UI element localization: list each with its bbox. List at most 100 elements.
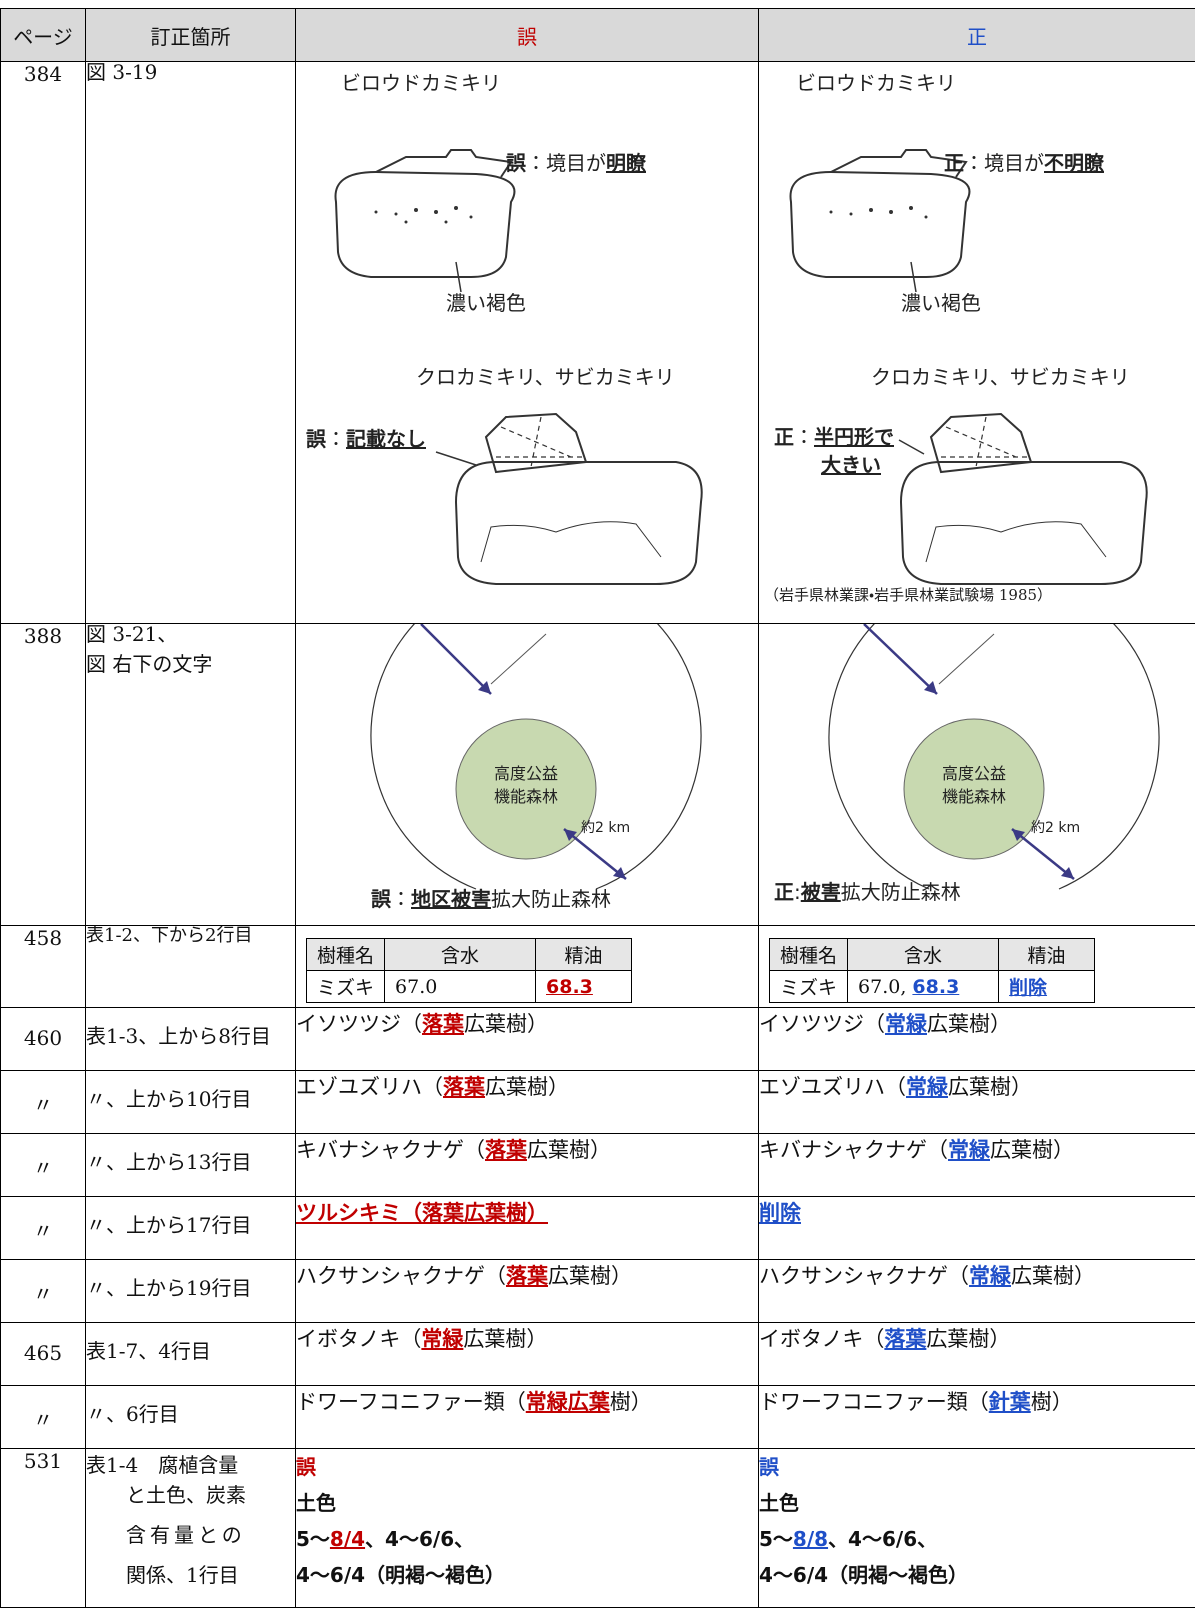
cell: 表1-3、上から8行目 [86, 1008, 296, 1071]
cell: 表1-7、4行目 [86, 1323, 296, 1386]
text: と土色、炭素 [86, 1475, 295, 1515]
text: 388 [1, 624, 86, 926]
cell: エゾユズリハ（落葉広葉樹） [296, 1071, 759, 1134]
text: 濃い褐色 [446, 291, 526, 315]
shape [421, 624, 491, 694]
cell: イボタノキ（落葉広葉樹） [759, 1323, 1195, 1386]
text: 常緑 [969, 1264, 1011, 1288]
text: 関係、1行目 [86, 1555, 295, 1595]
text: 図 右下の文字 [86, 644, 295, 684]
text: ビロウドカミキリ [341, 71, 501, 95]
text: 落葉 [485, 1138, 527, 1162]
cell: 表1-4 腐植含量と土色、炭素含有量との関係、1行目 [86, 1449, 296, 1608]
shape [434, 210, 438, 214]
text: 約2 km [581, 820, 630, 836]
cell: ハクサンシャクナゲ（常緑広葉樹） [759, 1260, 1195, 1323]
cell: ドワーフコニファー類（常緑広葉樹） [296, 1386, 759, 1449]
text: 〃 [1, 1386, 86, 1449]
text: 広葉樹） [527, 1138, 611, 1162]
text: 4〜6/4（明褐〜褐色） [296, 1557, 758, 1593]
text: 精油 [999, 939, 1095, 971]
shape: 高度公益 [494, 764, 558, 783]
text: 被害 [800, 880, 841, 904]
shape: 正:被害拡大防止森林 [774, 880, 961, 904]
text: 正 [774, 425, 794, 449]
cell: 削除 [999, 971, 1095, 1003]
shape [941, 417, 1031, 467]
shape [830, 206, 928, 219]
errata-table: ページ訂正箇所 誤正 384 図 3-19 ビロウドカミキリ 誤：境目が明瞭 濃… [0, 8, 1195, 1608]
shape [939, 634, 994, 684]
shape [491, 634, 546, 684]
text: 常緑 [421, 1327, 463, 1351]
text: 高度公益 [942, 764, 1006, 783]
text: ミズキ [307, 971, 385, 1003]
text: 精油 [536, 939, 632, 971]
text: 正 [759, 9, 1195, 62]
cell: 〃、6行目 [86, 1386, 296, 1449]
shape: 5〜8/8、4〜6/6、 [759, 1521, 1195, 1557]
shape [869, 208, 873, 212]
text: 削除 [759, 1201, 801, 1225]
text: 、4〜6/6、 [828, 1527, 937, 1551]
cell: ドワーフコニファー類（針葉樹） [759, 1386, 1195, 1449]
shape [791, 172, 970, 277]
shape [850, 213, 853, 216]
text: ： [794, 425, 814, 449]
shape [830, 211, 833, 214]
text: 465 [1, 1323, 86, 1386]
text: 図 3-21、 [86, 624, 295, 644]
shape: 高度公益 [942, 764, 1006, 783]
shape [926, 522, 1106, 562]
text: 図 3-19 [86, 62, 295, 82]
shape [336, 150, 515, 292]
text: 樹） [1031, 1390, 1073, 1414]
text: 表1-4 腐植含量 [86, 1455, 295, 1475]
text: 機能森林 [942, 787, 1006, 806]
text: ミズキ [770, 971, 848, 1003]
cell: キバナシャクナゲ（常緑広葉樹） [759, 1134, 1195, 1197]
text: 拡大防止森林 [841, 880, 961, 904]
shape: 531 表1-4 腐植含量と土色、炭素含有量との関係、1行目 誤 土色 5〜8/… [1, 1449, 1195, 1608]
text: 広葉樹） [464, 1012, 548, 1036]
text: 土色 [759, 1485, 1195, 1521]
text: 誤 [759, 1449, 1195, 1485]
cell: 削除 [759, 1197, 1195, 1260]
shape: 正：境目が不明瞭 [944, 151, 1105, 175]
shape [375, 211, 378, 214]
text: 針葉 [989, 1390, 1031, 1414]
text: 誤 [296, 9, 759, 62]
text: 明瞭 [606, 151, 647, 175]
cell: キバナシャクナゲ（落葉広葉樹） [296, 1134, 759, 1197]
text: 〃 [1, 1197, 86, 1260]
cell: イソツツジ（落葉広葉樹） [296, 1008, 759, 1071]
row-388: 388 図 3-21、図 右下の文字 高度公益 機能森林 約2 km 誤：地区被… [1, 624, 1195, 926]
text: 落葉 [443, 1075, 485, 1099]
text: 広葉樹） [485, 1075, 569, 1099]
shape [456, 414, 702, 584]
text: 〃 [1, 1260, 86, 1323]
text: 誤 [306, 427, 326, 451]
shape [925, 216, 928, 219]
shape: 樹種名含水精油 [770, 939, 1095, 971]
text: 表1-2、下から2行目 [86, 926, 295, 946]
text: （岩手県林業課・岩手県林業試験場 1985） [764, 586, 1052, 604]
text: ドワーフコニファー類（ [759, 1390, 989, 1414]
cell: ビロウドカミキリ 正：境目が不明瞭 濃い褐色 クロカミキリ、サビカミキリ 正：半… [759, 62, 1195, 624]
shape: 誤：境目が明瞭 [506, 151, 647, 175]
text: 落葉 [884, 1327, 926, 1351]
text: 広葉樹） [926, 1327, 1010, 1351]
text: 〃、上から19行目 [86, 1278, 295, 1298]
correction-row: 〃〃、上から10行目エゾユズリハ（落葉広葉樹）エゾユズリハ（常緑広葉樹） [1, 1071, 1195, 1134]
correction-row: 〃〃、上から17行目ツルシキミ（落葉広葉樹）削除 [1, 1197, 1195, 1260]
shape: 機能森林 [494, 787, 558, 806]
shape [436, 452, 476, 465]
text: 土色 [296, 1485, 758, 1521]
text: 含水 [848, 939, 999, 971]
